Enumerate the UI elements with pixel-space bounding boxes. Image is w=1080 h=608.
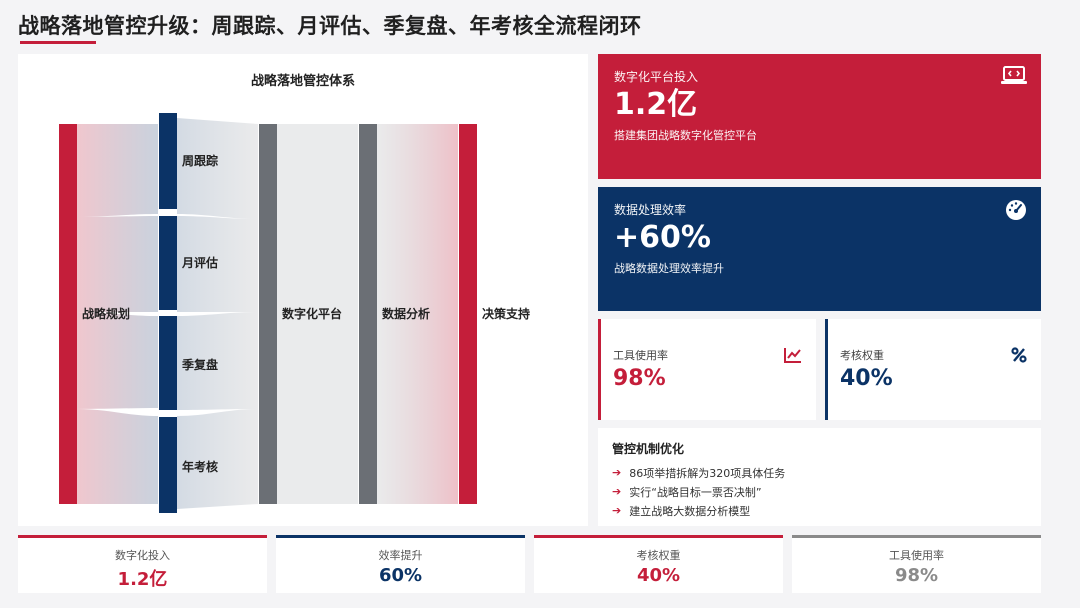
node-bar-quarterly [159, 316, 177, 410]
node-label-quarterly: 季复盘 [182, 358, 219, 372]
node-bar-weekly [159, 113, 177, 209]
kpi-label: 数字化平台投入 [614, 70, 699, 84]
arrow-right-icon: ➔ [612, 485, 622, 498]
title-underline [20, 41, 96, 44]
flow-analysis-decision [377, 124, 458, 504]
card-tool-usage-rate: 工具使用率 98% [598, 319, 816, 420]
flow-annual-platform [177, 409, 258, 509]
flow-monthly-platform [177, 216, 258, 312]
laptop-code-icon [1001, 66, 1027, 90]
arrow-right-icon: ➔ [612, 504, 622, 517]
node-bar-decision-support [459, 124, 477, 504]
line-chart-icon [784, 347, 802, 367]
node-bar-data-analysis [359, 124, 377, 504]
flow-source-annual [77, 409, 158, 504]
node-bar-strategy-planning [59, 124, 77, 504]
kpi-card-processing-efficiency: 数据处理效率 +60% 战略数据处理效率提升 [598, 187, 1041, 311]
kpi-label: 数据处理效率 [614, 203, 687, 217]
kpi-value: 1.2亿 [614, 87, 698, 122]
flow-source-quarterly [77, 312, 158, 409]
bottom-stat-efficiency: 效率提升 60% [276, 535, 525, 593]
mechanism-title: 管控机制优化 [612, 442, 685, 456]
page-title: 战略落地管控升级：周跟踪、月评估、季复盘、年考核全流程闭环 [18, 14, 642, 38]
percent-icon [1011, 347, 1027, 367]
kpi-subtitle: 战略数据处理效率提升 [614, 262, 724, 275]
stat-value: 98% [894, 565, 939, 586]
diagram-title: 战略落地管控体系 [250, 74, 355, 89]
stat-label: 工具使用率 [889, 549, 944, 562]
stat-value: 40% [636, 565, 681, 586]
stat-label: 效率提升 [378, 549, 423, 562]
mechanism-item-text: 86项举措拆解为320项具体任务 [629, 466, 786, 480]
bottom-stat-assessment-weight: 考核权重 40% [534, 535, 783, 593]
gauge-icon [1005, 199, 1027, 225]
stat-label: 考核权重 [636, 549, 681, 562]
card-value: 40% [840, 366, 893, 391]
node-bar-digital-platform [259, 124, 277, 504]
stat-label: 数字化投入 [115, 549, 170, 562]
mechanism-item-text: 实行“战略目标一票否决制” [629, 485, 762, 499]
flow-weekly-platform [177, 118, 258, 219]
bottom-stat-digital-investment: 数字化投入 1.2亿 [18, 535, 267, 593]
node-bar-monthly [159, 216, 177, 310]
arrow-right-icon: ➔ [612, 466, 622, 479]
flow-source-monthly [77, 216, 158, 312]
node-label-annual: 年考核 [182, 460, 219, 474]
flow-source-weekly [77, 124, 158, 217]
kpi-subtitle: 搭建集团战略数字化管控平台 [614, 129, 757, 142]
card-label: 工具使用率 [613, 349, 668, 362]
flow-quarterly-platform [177, 312, 258, 410]
stat-value: 1.2亿 [117, 569, 168, 590]
flow-platform-analysis [277, 124, 358, 504]
kpi-card-digital-investment: 数字化平台投入 1.2亿 搭建集团战略数字化管控平台 [598, 54, 1041, 179]
card-value: 98% [613, 366, 666, 391]
node-label-weekly: 周跟踪 [182, 154, 219, 168]
mechanism-item-text: 建立战略大数据分析模型 [629, 504, 751, 518]
card-label: 考核权重 [840, 349, 884, 362]
kpi-value: +60% [614, 220, 711, 255]
node-label-decision-support: 决策支持 [482, 307, 531, 321]
sankey-diagram-panel: 战略落地管控体系 战略规划 周跟踪 月评估 季复盘 年考核 数字化平台 数据分析… [18, 54, 588, 526]
bottom-stat-tool-usage: 工具使用率 98% [792, 535, 1041, 593]
mechanism-item: ➔ 建立战略大数据分析模型 [612, 501, 1027, 520]
mechanism-optimization-card: 管控机制优化 ➔ 86项举措拆解为320项具体任务 ➔ 实行“战略目标一票否决制… [598, 428, 1041, 526]
sankey-diagram [59, 113, 477, 513]
node-bar-annual [159, 417, 177, 513]
node-label-data-analysis: 数据分析 [382, 307, 431, 321]
mechanism-item: ➔ 实行“战略目标一票否决制” [612, 482, 1027, 501]
node-label-digital-platform: 数字化平台 [282, 307, 343, 321]
mechanism-item: ➔ 86项举措拆解为320项具体任务 [612, 463, 1027, 482]
stat-value: 60% [378, 565, 423, 586]
node-label-monthly: 月评估 [182, 256, 219, 270]
node-label-strategy-planning: 战略规划 [82, 307, 131, 321]
card-assessment-weight: 考核权重 40% [825, 319, 1041, 420]
